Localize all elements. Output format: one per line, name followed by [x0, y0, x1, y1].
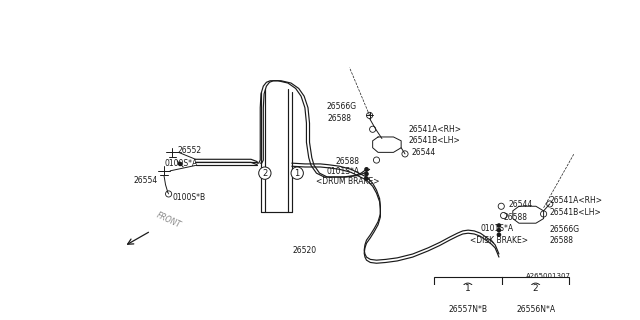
Text: 0101S*A: 0101S*A — [326, 167, 360, 176]
Circle shape — [530, 283, 541, 294]
Circle shape — [364, 167, 369, 172]
Text: 26541B<LH>: 26541B<LH> — [550, 208, 602, 217]
Text: 1: 1 — [294, 169, 300, 178]
Circle shape — [364, 176, 369, 181]
Text: 26588: 26588 — [550, 236, 574, 244]
Text: A265001307: A265001307 — [525, 273, 570, 279]
Text: 2: 2 — [262, 169, 268, 178]
Bar — [434, 277, 570, 320]
Circle shape — [497, 223, 501, 228]
Text: 26566G: 26566G — [326, 102, 356, 111]
Circle shape — [497, 228, 501, 232]
Circle shape — [364, 172, 369, 176]
Text: 0100S*B: 0100S*B — [172, 193, 205, 202]
Text: 26541A<RH>: 26541A<RH> — [409, 125, 462, 134]
Text: 26544: 26544 — [411, 148, 435, 157]
Text: 26520: 26520 — [293, 246, 317, 255]
Circle shape — [291, 167, 303, 179]
Text: 26557N*B: 26557N*B — [449, 305, 487, 315]
Circle shape — [178, 162, 182, 166]
Text: 26554: 26554 — [134, 176, 158, 185]
Text: 0100S*A: 0100S*A — [164, 159, 198, 168]
Text: 26588: 26588 — [504, 212, 527, 221]
Text: 26544: 26544 — [509, 200, 533, 209]
Circle shape — [497, 232, 501, 237]
Text: 26556N*A: 26556N*A — [516, 305, 555, 315]
Text: <DISK BRAKE>: <DISK BRAKE> — [470, 236, 529, 245]
Text: 1: 1 — [465, 284, 470, 293]
Text: 26566G: 26566G — [550, 225, 580, 234]
Text: 0101S*A: 0101S*A — [481, 224, 513, 233]
Text: FRONT: FRONT — [155, 210, 182, 229]
Text: 26588: 26588 — [328, 114, 352, 123]
Text: 2: 2 — [532, 284, 538, 293]
Text: 26541B<LH>: 26541B<LH> — [409, 136, 461, 145]
Text: 26588: 26588 — [336, 157, 360, 166]
Circle shape — [463, 283, 473, 294]
Text: 26552: 26552 — [178, 146, 202, 155]
Text: 26541A<RH>: 26541A<RH> — [550, 196, 603, 204]
Circle shape — [259, 167, 271, 179]
Text: <DRUM BRAKE>: <DRUM BRAKE> — [316, 177, 380, 186]
